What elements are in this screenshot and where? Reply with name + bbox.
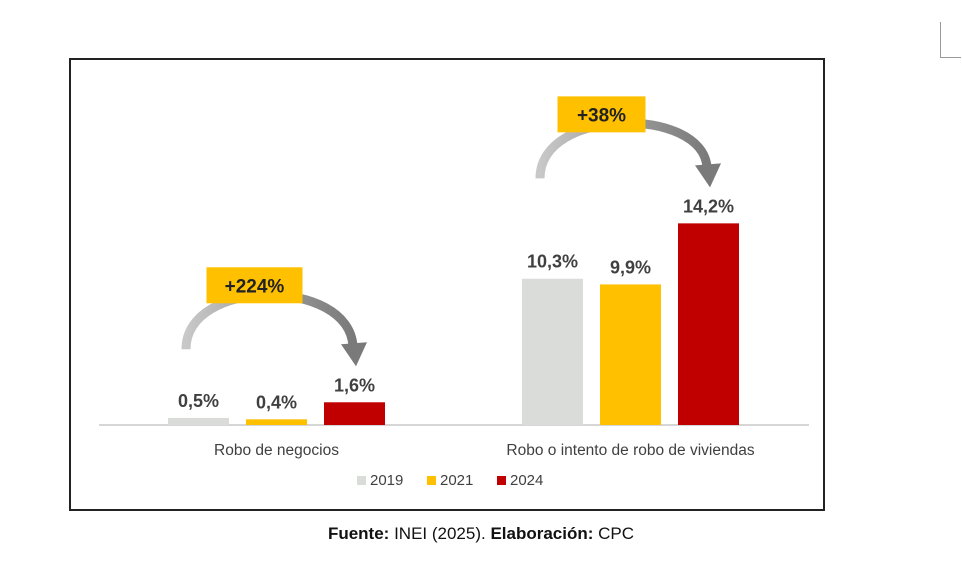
growth-badge-1 bbox=[557, 96, 646, 133]
growth-badge-0 bbox=[206, 267, 303, 304]
growth-arrow-head-1 bbox=[695, 163, 721, 188]
growth-badge-label-0: +224% bbox=[225, 276, 285, 297]
data-label-2019-0: 0,5% bbox=[178, 391, 219, 411]
bar-2019-1 bbox=[522, 278, 583, 425]
growth-arrow-head-0 bbox=[341, 342, 367, 367]
data-label-2021-1: 9,9% bbox=[610, 257, 651, 277]
data-label-2024-0: 1,6% bbox=[334, 375, 375, 395]
legend-swatch-2019 bbox=[357, 476, 366, 485]
source-label: Fuente: bbox=[327, 524, 390, 543]
bar-2021-0 bbox=[246, 419, 307, 425]
legend-swatch-2024 bbox=[497, 476, 506, 485]
bar-2024-0 bbox=[324, 402, 385, 425]
bar-2019-0 bbox=[168, 417, 229, 425]
elaboration-label: Elaboración: bbox=[490, 524, 594, 543]
data-label-2019-1: 10,3% bbox=[527, 252, 578, 272]
category-label-0: Robo de negocios bbox=[214, 442, 339, 459]
growth-badge-label-1: +38% bbox=[577, 105, 626, 126]
legend-label-2021: 2021 bbox=[440, 472, 473, 489]
bar-chart: +224% +38% 0,5% 0,4% 1,6% 10,3% 9,9% 14,2% Rob… bbox=[99, 96, 809, 489]
legend-label-2024: 2024 bbox=[510, 472, 543, 489]
legend-swatch-2021 bbox=[427, 476, 436, 485]
bar-2024-1 bbox=[678, 223, 739, 425]
legend-label-2019: 2019 bbox=[370, 472, 403, 489]
source-note: Fuente: INEI (2025). Elaboración: CPC bbox=[0, 524, 962, 544]
data-label-2024-1: 14,2% bbox=[683, 196, 734, 216]
category-label-1: Robo o intento de robo de viviendas bbox=[506, 442, 754, 459]
bar-2021-1 bbox=[600, 284, 661, 425]
page-corner-mark bbox=[940, 22, 961, 58]
chart-frame: +224% +38% 0,5% 0,4% 1,6% 10,3% 9,9% 14,2% Rob… bbox=[69, 58, 825, 511]
elaboration-text: CPC bbox=[593, 524, 635, 543]
source-text: INEI (2025). bbox=[389, 524, 491, 543]
data-label-2021-0: 0,4% bbox=[256, 392, 297, 412]
